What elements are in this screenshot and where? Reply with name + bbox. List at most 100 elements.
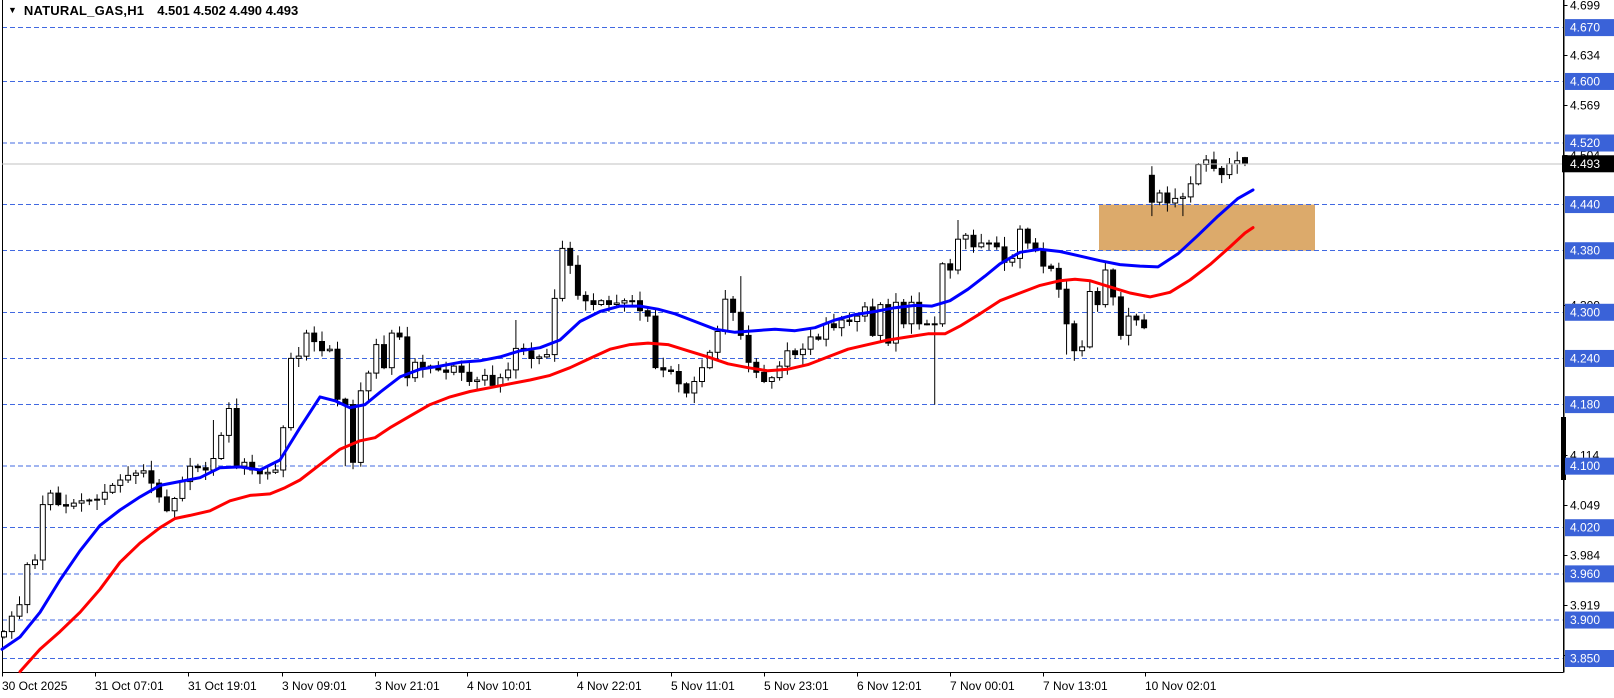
time-axis-label: 4 Nov 22:01 <box>577 679 642 693</box>
candle <box>823 323 830 340</box>
candle <box>1071 323 1078 352</box>
candle <box>1110 269 1117 298</box>
candle <box>373 344 380 374</box>
candle <box>194 465 201 469</box>
candle <box>272 469 279 473</box>
candle <box>815 336 822 340</box>
candle <box>900 301 907 325</box>
price-level-label-bg[interactable] <box>1565 196 1614 214</box>
candle <box>1203 159 1210 165</box>
candle <box>993 242 1000 248</box>
candle <box>885 304 892 344</box>
candle <box>970 234 977 248</box>
price-level-label-bg[interactable] <box>1565 72 1614 90</box>
candle <box>761 371 768 382</box>
time-axis-label: 4 Nov 10:01 <box>467 679 532 693</box>
candle <box>730 298 737 313</box>
candlestick-series <box>1 151 1248 639</box>
candle <box>582 294 589 302</box>
candle <box>32 559 38 566</box>
candle <box>978 242 985 248</box>
price-tick-label: 4.049 <box>1570 498 1600 512</box>
candle <box>877 304 884 336</box>
candle <box>1179 196 1186 199</box>
candle <box>140 470 147 474</box>
candle <box>1117 296 1124 336</box>
candle <box>1218 167 1225 176</box>
candle <box>691 381 698 394</box>
time-axis-label: 31 Oct 19:01 <box>188 679 257 693</box>
price-level-label-bg[interactable] <box>1565 303 1614 321</box>
candle <box>892 301 899 344</box>
price-level-label: 4.600 <box>1570 74 1600 88</box>
price-tick-label: 4.634 <box>1570 48 1600 62</box>
candle <box>288 357 294 429</box>
price-level-label: 3.850 <box>1570 652 1600 666</box>
candle <box>1063 288 1070 325</box>
price-level-label-bg[interactable] <box>1565 565 1614 583</box>
symbol-dropdown-icon[interactable]: ▼ <box>8 4 17 15</box>
candle <box>156 482 163 498</box>
candle <box>125 474 132 481</box>
price-level-label-bg[interactable] <box>1565 19 1614 37</box>
time-axis-label: 3 Nov 21:01 <box>375 679 440 693</box>
candle <box>629 300 636 303</box>
time-axis-label: 10 Nov 02:01 <box>1145 679 1217 693</box>
price-level-label: 4.440 <box>1570 198 1600 212</box>
candle <box>466 371 473 382</box>
candle <box>319 341 325 352</box>
candle <box>931 323 938 326</box>
candle <box>512 347 519 371</box>
price-level-label-bg[interactable] <box>1565 650 1614 668</box>
candle <box>481 374 488 381</box>
time-axis-label: 3 Nov 09:01 <box>282 679 347 693</box>
candle <box>474 379 481 382</box>
candle <box>365 372 372 392</box>
candle <box>117 479 124 486</box>
candle <box>1141 319 1148 329</box>
candle <box>16 604 23 617</box>
candle <box>621 300 628 304</box>
candle <box>326 348 333 352</box>
candle <box>939 263 946 325</box>
price-level-label-bg[interactable] <box>1565 611 1614 629</box>
price-level-label-bg[interactable] <box>1565 134 1614 152</box>
candle <box>86 499 93 502</box>
candle <box>668 369 674 372</box>
candle <box>218 434 225 459</box>
candle <box>606 300 612 306</box>
price-level-label-bg[interactable] <box>1565 349 1614 367</box>
candle <box>1156 192 1163 203</box>
candle <box>846 319 853 322</box>
current-price-label: 4.493 <box>1570 157 1600 171</box>
candle <box>574 264 581 296</box>
candle <box>1079 346 1086 352</box>
time-axis-label: 7 Nov 00:01 <box>950 679 1015 693</box>
candle <box>450 365 457 373</box>
candle <box>171 498 178 512</box>
candle <box>8 615 15 633</box>
price-axis-range-marker[interactable] <box>1561 417 1566 480</box>
candle <box>854 315 861 323</box>
candle <box>986 242 992 245</box>
candle <box>551 297 558 356</box>
candle <box>70 502 77 507</box>
candle <box>1048 265 1055 269</box>
candle <box>737 311 744 336</box>
price-tick-label: 3.919 <box>1570 598 1600 612</box>
price-level-label-bg[interactable] <box>1565 519 1614 537</box>
price-level-label: 3.960 <box>1570 567 1600 581</box>
price-level-label-bg[interactable] <box>1565 457 1614 475</box>
candle <box>1148 174 1155 203</box>
price-tick-label: 3.984 <box>1570 548 1600 562</box>
candle <box>334 348 341 400</box>
time-axis-label: 5 Nov 23:01 <box>764 679 829 693</box>
candle <box>148 470 155 484</box>
price-level-label-bg[interactable] <box>1565 396 1614 414</box>
price-level-label-bg[interactable] <box>1565 242 1614 260</box>
candle <box>24 564 31 606</box>
price-level-label: 4.380 <box>1570 244 1600 258</box>
candle <box>233 408 240 467</box>
